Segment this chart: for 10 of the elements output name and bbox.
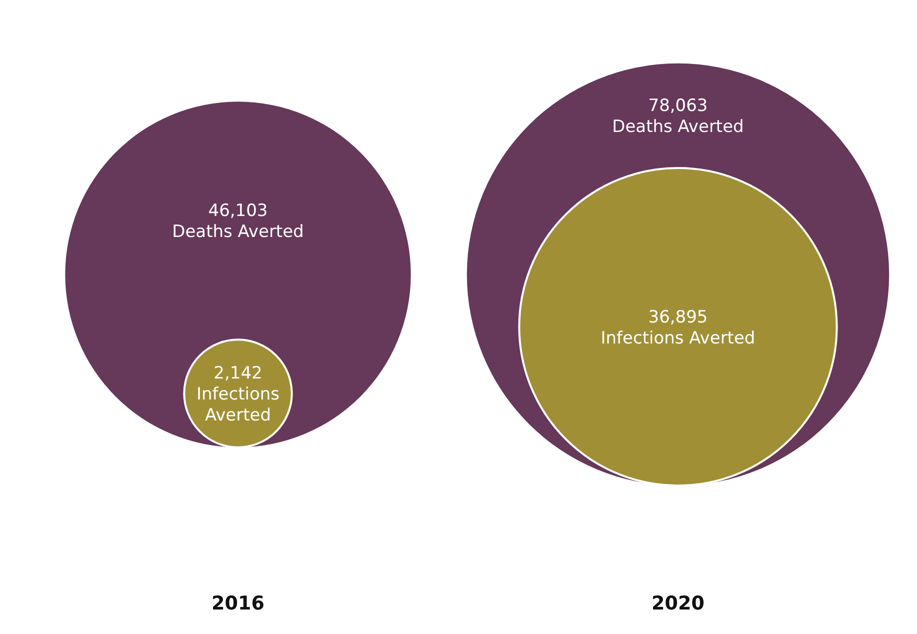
data-label: 2,142 xyxy=(214,363,262,384)
data-label: 46,103 xyxy=(208,201,268,222)
data-label: 36,895 xyxy=(648,307,708,328)
text: Infections Averted xyxy=(600,328,756,348)
series-label: Deaths Averted xyxy=(612,117,744,138)
category-label: 2016 xyxy=(212,592,264,614)
text: Deaths Averted xyxy=(172,222,304,242)
data-label: 78,063 xyxy=(648,96,708,116)
series-label: Infections Averted xyxy=(196,384,280,426)
category-label: 2020 xyxy=(652,592,704,614)
